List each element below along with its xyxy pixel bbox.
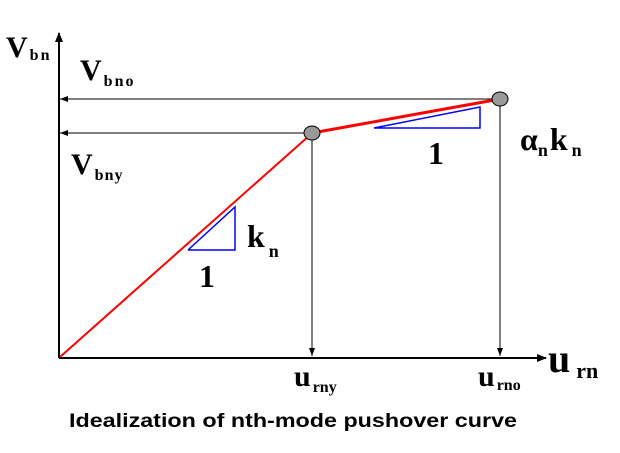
- u-rno-label: u rno: [478, 360, 521, 394]
- figure-caption: Idealization of nth-mode pushover curve: [69, 411, 517, 432]
- target-point: [491, 91, 509, 107]
- post-yield-run-label: 1: [428, 135, 444, 171]
- u-rny-label: u rny: [294, 360, 337, 396]
- post-yield-triangle: [373, 106, 481, 129]
- post-yield-branch: [311, 97, 501, 135]
- elastic-branch: [59, 134, 311, 358]
- post-yield-slope-label: αnk n: [520, 121, 582, 160]
- elastic-triangle: [187, 205, 236, 251]
- yield-point: [303, 125, 321, 141]
- x-axis-label: u rn: [548, 336, 598, 383]
- elastic-run-label: 1: [199, 258, 215, 294]
